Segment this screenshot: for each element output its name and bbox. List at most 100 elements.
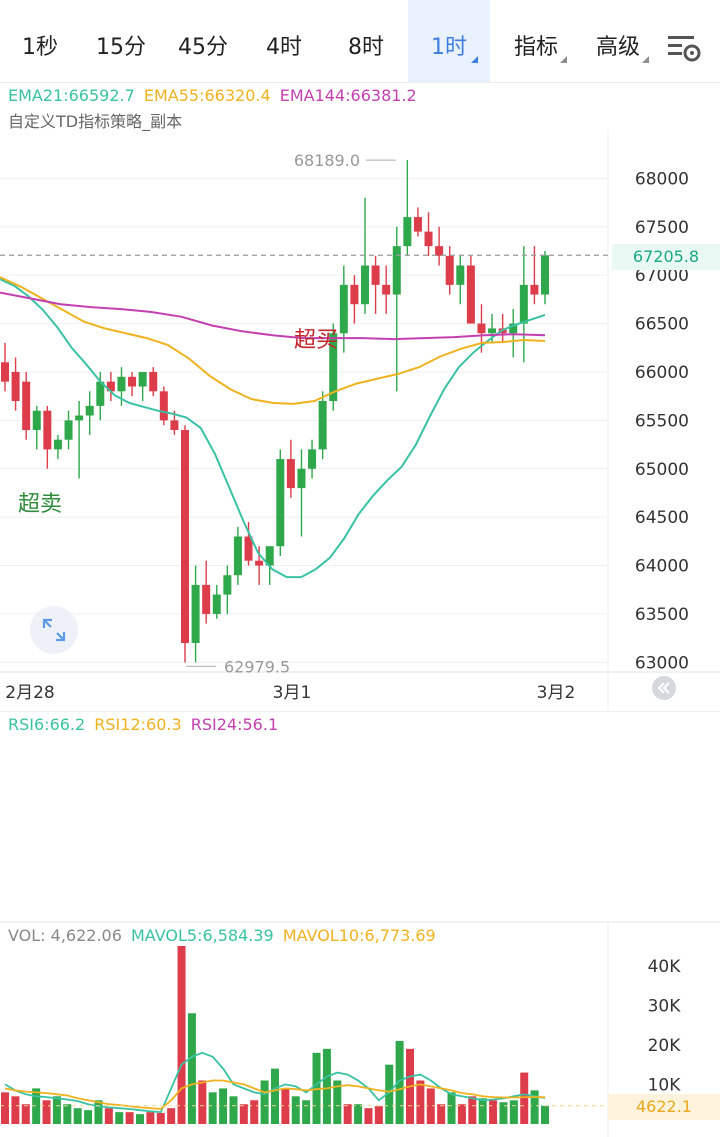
volume-bar [52, 1096, 61, 1124]
volume-bar [146, 1112, 155, 1124]
candle-body [96, 381, 105, 406]
rsi24-label: RSI24:56.1 [190, 715, 279, 734]
candle-body [170, 420, 179, 431]
volume-bar [208, 1092, 217, 1124]
candle-body [265, 546, 274, 566]
candle-body [318, 401, 327, 450]
strategy-label: 自定义TD指标策略_副本 [8, 112, 183, 131]
volume-bar [499, 1102, 508, 1124]
tab-1h[interactable]: 1时 [408, 0, 490, 82]
double-chevron-left-icon [657, 682, 670, 694]
candle-body [424, 231, 433, 247]
ema144-label: EMA144:66381.2 [279, 86, 417, 105]
current-volume-tag: 4622.1 [608, 1094, 720, 1120]
tab-indicators[interactable]: 指标 [500, 0, 572, 82]
volume-bar [21, 1104, 30, 1124]
candle-body [519, 284, 528, 324]
volume-bar [541, 1105, 549, 1124]
volume-bar [156, 1112, 165, 1124]
candle-body [413, 217, 422, 232]
price-tick-label: 68000 [635, 169, 689, 189]
candle-body [22, 381, 31, 431]
collapse-button[interactable] [652, 676, 676, 700]
mavol-line [4, 1051, 546, 1114]
volume-bar [478, 1098, 487, 1124]
volume-bar [11, 1096, 20, 1124]
candle-body [223, 575, 232, 595]
volume-bar [489, 1100, 498, 1124]
volume-bar [385, 1064, 394, 1124]
candle-body [43, 410, 52, 450]
candle-body [361, 265, 369, 305]
ema21-label: EMA21:66592.7 [8, 86, 135, 105]
volume-bar [104, 1108, 113, 1124]
candle-body [1, 362, 9, 382]
candle-body [53, 439, 62, 450]
rsi6-label: RSI6:66.2 [8, 715, 86, 734]
candle-body [64, 420, 73, 440]
price-tick-label: 64000 [635, 557, 689, 577]
volume-bar [416, 1080, 425, 1124]
volume-bar [42, 1100, 51, 1124]
candle-body [530, 284, 539, 295]
vol-legend: VOL: 4,622.06 MAVOL5:6,584.39 MAVOL10:6,… [8, 926, 440, 945]
ema55-label: EMA55:66320.4 [143, 86, 271, 105]
rsi-legend: RSI6:66.2 RSI12:60.3 RSI24:56.1 [8, 715, 282, 734]
volume-bar [73, 1108, 82, 1124]
vol-label: VOL: 4,622.06 [8, 926, 122, 945]
tab-1s[interactable]: 1秒 [22, 35, 58, 60]
candlestick-chart[interactable]: 68000 67500 67000 66500 66000 65500 65000 64500… [0, 0, 720, 712]
current-price-tag: 67205.8 [612, 244, 720, 270]
tab-15m[interactable]: 15分 [96, 35, 146, 60]
volume-bar [364, 1108, 373, 1124]
price-tick-label: 67000 [635, 266, 689, 286]
price-tick-label: 67500 [635, 218, 689, 238]
volume-bar [250, 1100, 259, 1124]
volume-tick-label: 10K [648, 1075, 682, 1095]
timeframe-tabs: 1秒 15分 45分 4时 8时 1时 指标 高级 [0, 0, 720, 83]
candle-body [350, 284, 359, 305]
chart-settings-icon[interactable] [664, 30, 704, 66]
price-tick-label: 65500 [635, 411, 689, 431]
volume-bar [447, 1092, 456, 1124]
tab-8h[interactable]: 8时 [348, 35, 384, 60]
volume-bar [395, 1040, 404, 1124]
volume-tick-label: 30K [648, 996, 682, 1016]
volume-bar [167, 1108, 176, 1124]
tab-4h[interactable]: 4时 [266, 35, 302, 60]
ema-line [0, 276, 546, 405]
dropdown-triangle-icon [560, 56, 567, 63]
mavol-line [4, 1079, 546, 1110]
volume-bar [281, 1088, 290, 1124]
candle-body [435, 246, 444, 256]
candle-body [276, 459, 285, 547]
tab-45m[interactable]: 45分 [178, 35, 228, 60]
candle-body [191, 584, 200, 643]
candle-body [128, 376, 137, 387]
candle-body [488, 328, 497, 334]
candle-body [32, 410, 41, 431]
volume-bar [187, 1013, 196, 1124]
volume-bar [63, 1104, 72, 1124]
candle-body [382, 284, 391, 295]
candle-body [297, 468, 306, 489]
candle-body [244, 536, 253, 561]
candle-body [149, 371, 158, 392]
candle-body [255, 560, 264, 566]
ema-legend: EMA21:66592.7 EMA55:66320.4 EMA144:66381… [8, 86, 421, 105]
ema-line [0, 278, 546, 579]
candle-body [445, 255, 454, 285]
expand-icon [42, 618, 66, 642]
volume-bar [343, 1104, 352, 1124]
volume-bar [530, 1090, 539, 1124]
tab-advanced[interactable]: 高级 [582, 0, 654, 82]
expand-chart-button[interactable] [30, 606, 78, 654]
volume-bar [322, 1048, 331, 1124]
price-tick-label: 63000 [635, 653, 689, 673]
price-tick-label: 66000 [635, 363, 689, 383]
volume-bar [312, 1052, 321, 1124]
volume-bar [84, 1110, 93, 1124]
volume-bar [219, 1088, 228, 1124]
volume-bar [239, 1104, 248, 1124]
volume-bar [177, 946, 186, 1124]
